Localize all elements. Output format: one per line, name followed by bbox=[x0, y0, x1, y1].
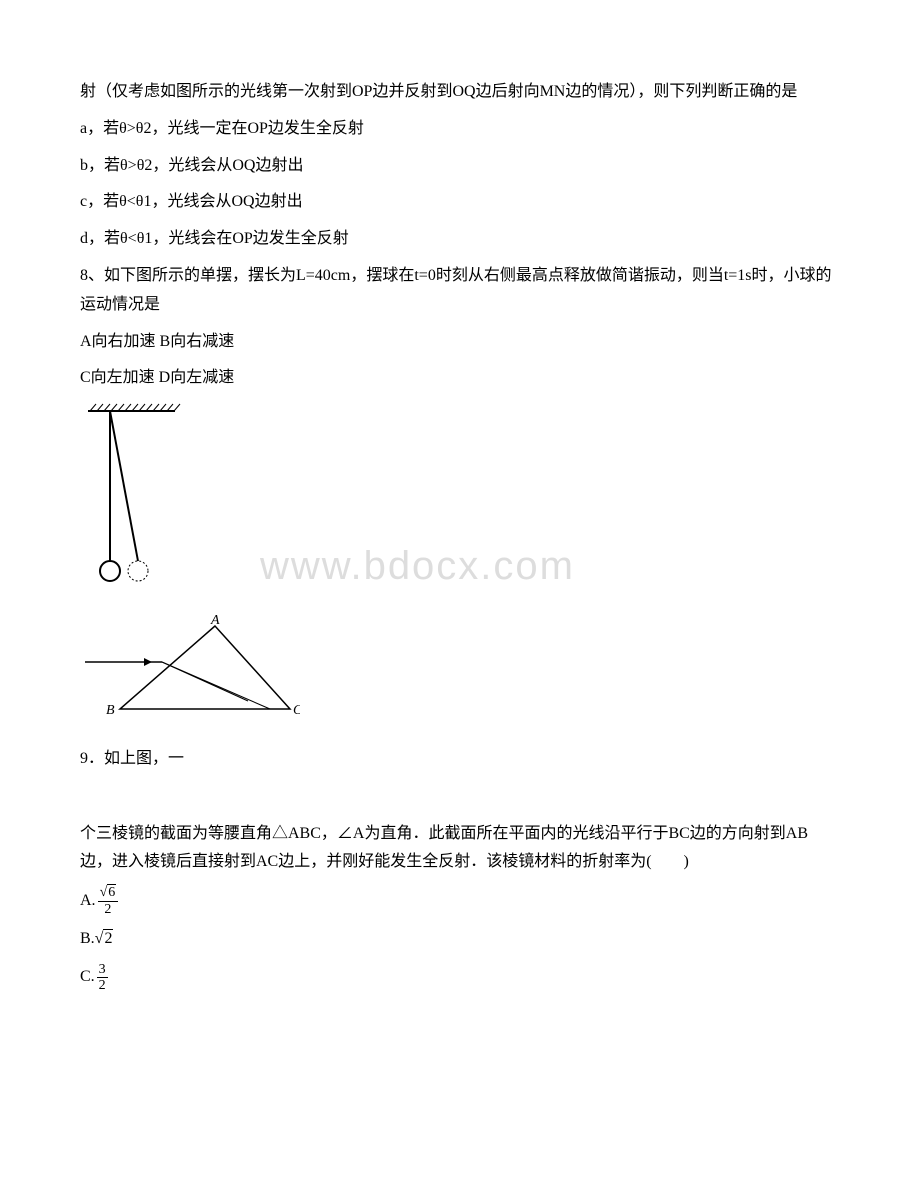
option-a-label: A. bbox=[80, 887, 96, 916]
q9-option-b: B.2 bbox=[80, 925, 840, 954]
q9-option-c: C. 3 2 bbox=[80, 962, 840, 994]
q7-option-d: d，若θ<θ1，光线会在OP边发生全反射 bbox=[80, 225, 840, 254]
q8-text: 8、如下图所示的单摆，摆长为L=40cm，摆球在t=0时刻从右侧最高点释放做简谐… bbox=[80, 262, 840, 320]
pendulum-figure bbox=[80, 403, 840, 604]
q7-option-c: c，若θ<θ1，光线会从OQ边射出 bbox=[80, 188, 840, 217]
q7-option-a: a，若θ>θ2，光线一定在OP边发生全反射 bbox=[80, 115, 840, 144]
q9-option-a: A. 6 2 bbox=[80, 885, 840, 917]
q8-options-cd: C向左加速 D向左减速 bbox=[80, 364, 840, 393]
option-b-label: B. bbox=[80, 925, 95, 954]
q9-lead: 9．如上图，一 bbox=[80, 745, 840, 774]
q7-intro: 射（仅考虑如图所示的光线第一次射到OP边并反射到OQ边后射向MN边的情况），则下… bbox=[80, 78, 840, 107]
q9-body: 个三棱镜的截面为等腰直角△ABC，∠A为直角．此截面所在平面内的光线沿平行于BC… bbox=[80, 820, 840, 878]
svg-text:A: A bbox=[210, 614, 220, 628]
option-c-label: C. bbox=[80, 963, 95, 992]
svg-text:B: B bbox=[106, 703, 115, 718]
q8-options-ab: A向右加速 B向右减速 bbox=[80, 328, 840, 357]
triangle-prism-figure: A B C bbox=[80, 614, 840, 735]
svg-text:C: C bbox=[293, 703, 300, 718]
q7-option-b: b，若θ>θ2，光线会从OQ边射出 bbox=[80, 152, 840, 181]
